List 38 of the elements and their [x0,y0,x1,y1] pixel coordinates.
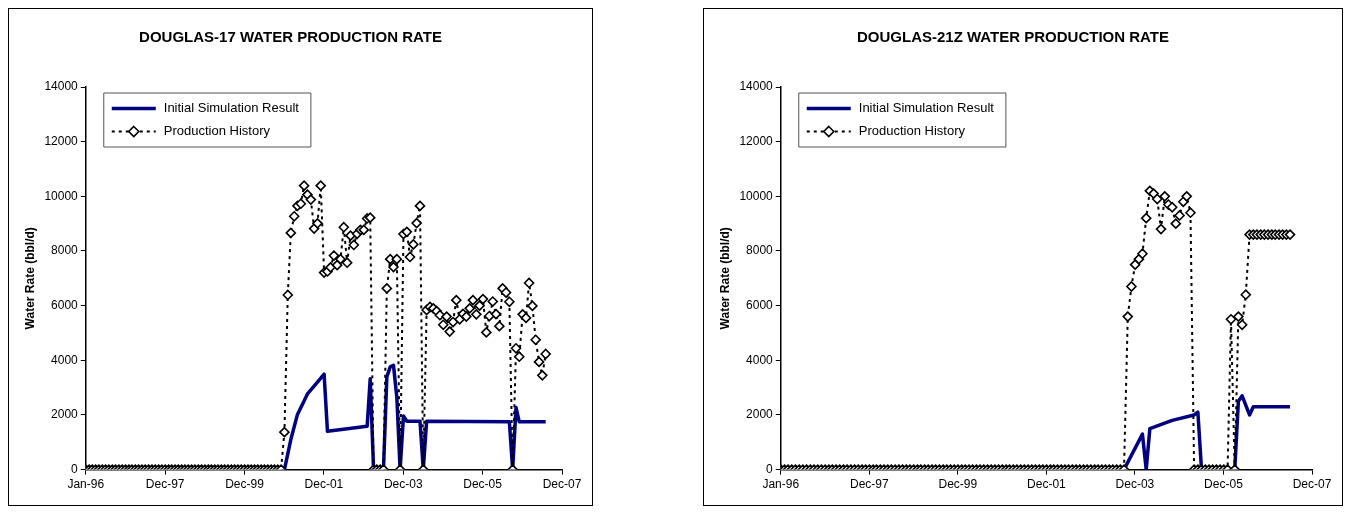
x-tick-label: Dec-03 [383,477,423,492]
x-tick-label: Jan-96 [67,477,105,492]
legend-label: Initial Simulation Result [163,100,300,116]
y-tick-label: 6000 [51,297,79,312]
x-tick-label: Dec-01 [304,477,344,492]
y-tick-label: 12000 [44,133,79,148]
y-tick-label: 12000 [739,133,774,148]
x-tick-label: Dec-97 [145,477,185,492]
y-tick-label: 2000 [746,407,774,422]
x-tick-label: Dec-05 [1204,477,1244,492]
y-tick-label: 8000 [746,243,774,258]
legend-label: Production History [858,123,966,139]
x-tick-label: Jan-96 [762,477,800,492]
y-tick-label: 0 [766,461,774,476]
y-axis-title: Water Rate (bbl/d) [22,227,37,330]
y-tick-label: 8000 [51,243,79,258]
y-tick-label: 14000 [739,79,774,94]
chart-title: DOUGLAS-21Z WATER PRODUCTION RATE [857,28,1169,46]
y-tick-label: 4000 [51,352,79,367]
y-tick-label: 6000 [746,297,774,312]
x-tick-label: Dec-01 [1027,477,1067,492]
x-tick-label: Dec-07 [1292,477,1332,492]
x-tick-label: Dec-07 [542,477,582,492]
x-tick-label: Dec-99 [938,477,978,492]
y-tick-label: 0 [71,461,79,476]
y-axis-title: Water Rate (bbl/d) [717,227,732,330]
x-tick-label: Dec-03 [1115,477,1155,492]
y-tick-label: 10000 [44,188,79,203]
x-tick-label: Dec-99 [225,477,265,492]
x-tick-label: Dec-97 [849,477,889,492]
chart-title: DOUGLAS-17 WATER PRODUCTION RATE [139,28,442,46]
y-tick-label: 14000 [44,79,79,94]
y-tick-label: 4000 [746,352,774,367]
y-tick-label: 10000 [739,188,774,203]
y-tick-label: 2000 [51,407,79,422]
x-tick-label: Dec-05 [463,477,503,492]
legend-label: Initial Simulation Result [858,100,995,116]
legend-label: Production History [163,123,271,139]
